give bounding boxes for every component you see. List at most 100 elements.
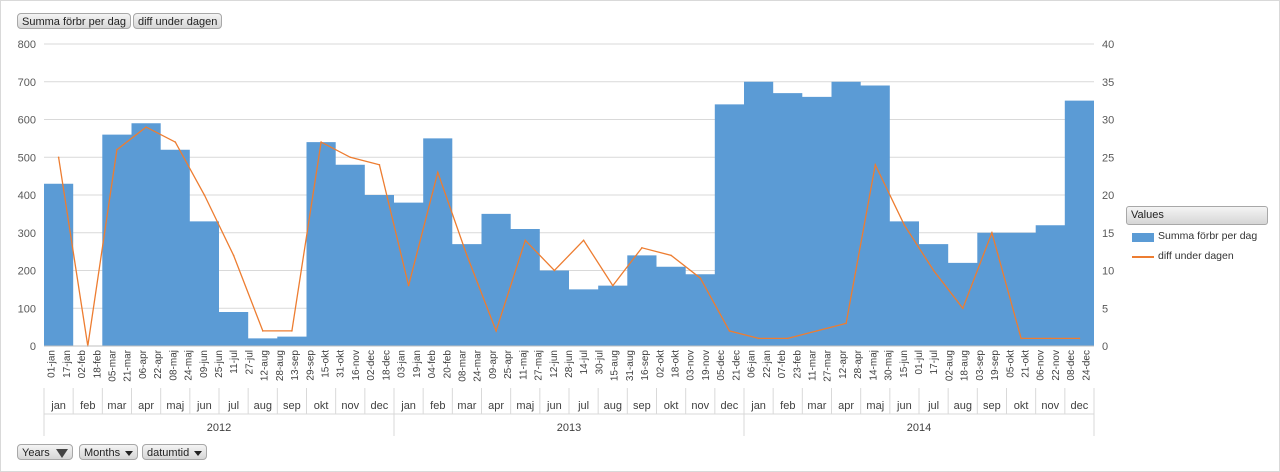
series-diff-point [553, 269, 556, 272]
date-tick-label: 11-maj [518, 350, 529, 380]
date-tick-label: 29-sep [305, 350, 316, 381]
years-label: Years [22, 447, 50, 459]
date-tick-label: 19-nov [701, 350, 712, 381]
date-tick-label: 30-maj [884, 350, 895, 381]
month-label: dec [371, 400, 389, 412]
month-label: maj [516, 400, 534, 412]
values-field-button[interactable]: Summa förbr per dag [17, 13, 131, 29]
datumtid-field-button[interactable]: datumtid [142, 444, 208, 460]
series-diff-point [232, 254, 235, 257]
legend: Values Summa förbr per dag diff under da… [1126, 206, 1268, 269]
date-tick-label: 12-apr [838, 349, 849, 379]
month-label: aug [604, 400, 622, 412]
month-label: sep [283, 400, 301, 412]
date-tick-label: 16-nov [351, 350, 362, 381]
series-diff-point [495, 330, 497, 332]
y-left-tick-label: 200 [18, 266, 36, 278]
y-left-tick-label: 800 [18, 39, 36, 51]
date-tick-label: 28-apr [853, 349, 864, 379]
month-label: feb [80, 400, 95, 412]
date-tick-label: 05-mar [108, 349, 119, 381]
date-tick-label: 02-aug [944, 350, 955, 381]
month-label: okt [314, 400, 329, 412]
date-tick-label: 17-jul [929, 350, 940, 374]
date-tick-label: 15-aug [610, 350, 621, 381]
series-diff-point [1020, 337, 1022, 340]
date-tick-label: 11-mar [808, 349, 819, 381]
filter-icon [55, 448, 68, 458]
series-diff-point [845, 322, 847, 325]
series-diff-point [1078, 337, 1081, 340]
series-diff-point [262, 330, 264, 332]
y-right-tick-label: 10 [1102, 266, 1114, 278]
series-diff-point [874, 164, 877, 166]
series-diff-point [437, 171, 439, 174]
date-tick-label: 25-apr [503, 349, 514, 379]
year-label: 2014 [907, 422, 931, 434]
date-tick-label: 02-feb [77, 350, 88, 379]
date-tick-label: 06-jan [747, 350, 758, 378]
date-tick-label: 16-sep [640, 350, 651, 381]
legend-item-series2: diff under dagen [1158, 250, 1234, 262]
series-diff-point [291, 330, 293, 332]
date-tick-label: 06-nov [1036, 350, 1047, 381]
date-tick-label: 25-jun [214, 350, 225, 378]
series-diff-point [116, 148, 118, 151]
date-tick-label: 03-jan [397, 350, 408, 378]
series-diff-point [612, 284, 614, 287]
series-diff-point [145, 126, 147, 128]
legend-swatch-series2 [1132, 256, 1154, 258]
dropdown-arrow-icon [194, 450, 203, 456]
date-tick-label: 14-maj [868, 350, 879, 381]
series-diff-point [699, 277, 702, 279]
series-diff-point [932, 269, 935, 272]
month-label: jun [196, 400, 212, 412]
date-tick-label: 03-sep [975, 350, 986, 381]
series-diff-point [320, 141, 322, 143]
series-diff-point [407, 284, 410, 287]
series-diff-point [582, 239, 585, 242]
date-tick-label: 13-sep [290, 350, 301, 381]
month-label: nov [691, 400, 709, 412]
month-label: aug [954, 400, 972, 412]
date-tick-label: 17-jan [62, 350, 73, 378]
date-tick-label: 21-dec [731, 350, 742, 381]
y-left-tick-label: 500 [18, 152, 36, 164]
series-diff-point [378, 164, 381, 166]
series-diff-point [816, 330, 818, 332]
month-label: nov [1041, 400, 1059, 412]
series-summa-forbr-area [44, 81, 1094, 347]
months-label: Months [84, 447, 121, 459]
series-diff-point [903, 224, 906, 226]
date-tick-label: 31-aug [625, 350, 636, 381]
date-tick-label: 08-maj [168, 350, 179, 381]
years-filter-button[interactable]: Years [17, 444, 73, 460]
months-field-button[interactable]: Months [79, 444, 139, 460]
date-tick-label: 03-nov [686, 350, 697, 381]
date-tick-label: 22-jan [762, 350, 773, 378]
date-tick-label: 09-jun [199, 350, 210, 378]
month-label: apr [838, 400, 854, 412]
series-diff-point [962, 307, 964, 310]
month-label: maj [866, 400, 884, 412]
month-label: sep [633, 400, 651, 412]
date-tick-label: 02-okt [655, 350, 666, 378]
date-tick-label: 27-maj [534, 350, 545, 381]
month-label: jan [400, 400, 416, 412]
legend-title[interactable]: Values [1126, 206, 1268, 225]
month-label: feb [430, 400, 445, 412]
month-label: jul [227, 400, 239, 412]
month-label: jul [927, 400, 939, 412]
month-label: dec [721, 400, 739, 412]
date-tick-label: 09-apr [488, 349, 499, 379]
series-diff-under-dagen-line [57, 126, 1080, 347]
series-diff-point [670, 254, 672, 257]
date-tick-label: 06-apr [138, 349, 149, 379]
month-label: jan [50, 400, 66, 412]
date-tick-label: 21-mar [123, 349, 134, 381]
y-left-tick-label: 600 [18, 115, 36, 127]
date-tick-label: 24-maj [184, 350, 195, 381]
date-tick-label: 20-feb [442, 350, 453, 379]
series-diff-point [349, 156, 352, 159]
values-field-button-2[interactable]: diff under dagen [133, 13, 223, 29]
